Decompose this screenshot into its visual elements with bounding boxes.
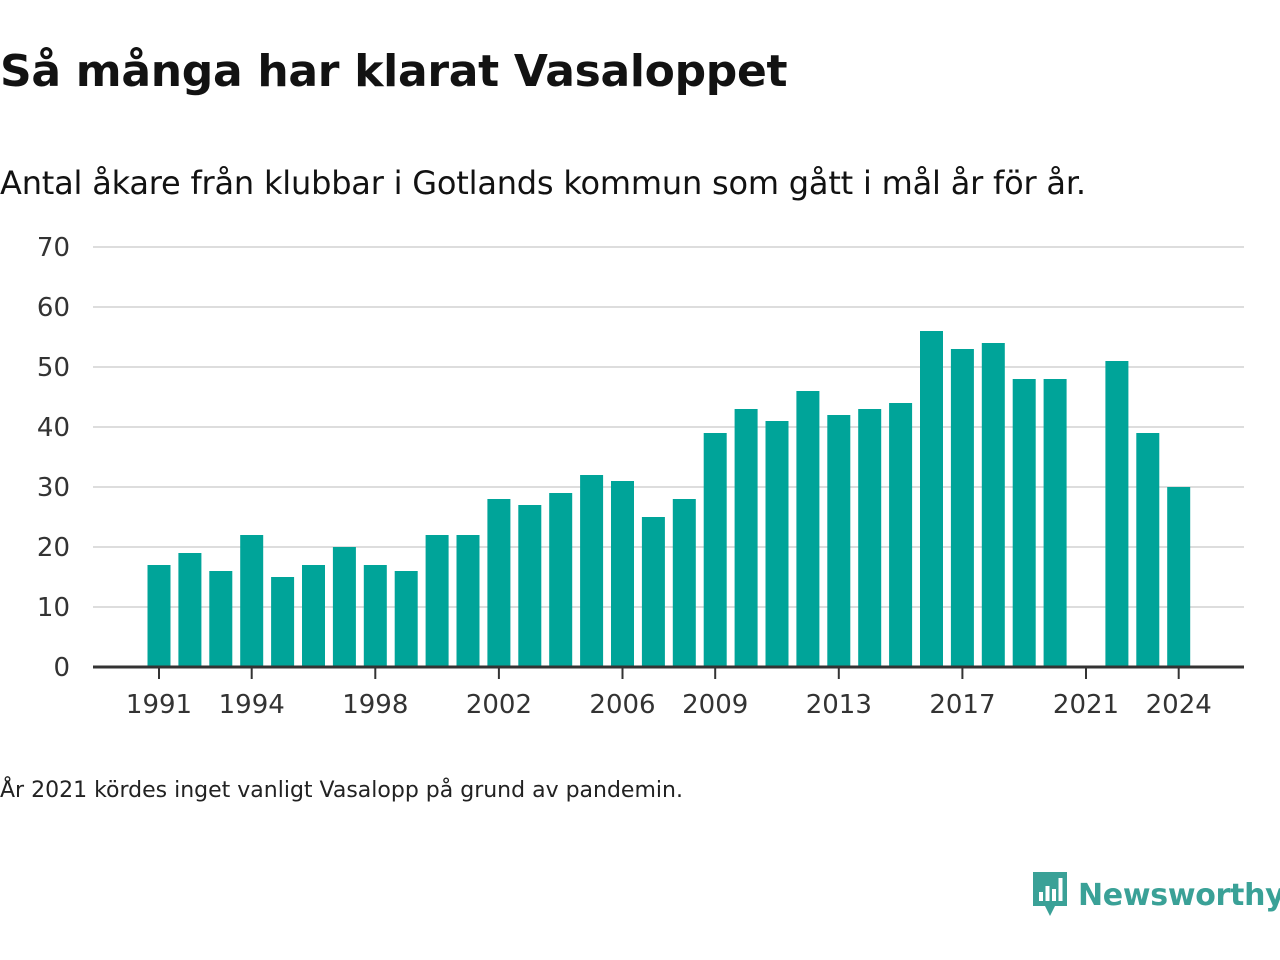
bar-2003 [518,505,542,667]
y-tick-label: 60 [37,293,70,323]
y-tick-label: 30 [37,473,70,503]
y-tick-label: 70 [37,233,70,263]
y-axis-ticks: 0 10 20 30 40 50 60 70 [37,233,70,683]
bar-1997 [332,547,356,667]
bar-2016 [920,331,943,667]
bar-1991 [147,565,171,667]
bar-1996 [302,565,325,667]
bar-2018 [981,343,1005,667]
y-tick-label: 20 [37,533,70,563]
bar-2008 [672,499,696,667]
bar-2015 [889,403,913,667]
bar-2013 [827,415,851,667]
y-tick-label: 0 [53,653,70,683]
newsworthy-logo-icon [1033,872,1067,916]
bars [147,331,1191,667]
bar-2020 [1043,379,1067,667]
bar-1998 [363,565,387,667]
bar-1999 [394,571,418,667]
x-tick-label: 1991 [126,690,192,720]
bar-2006 [611,481,634,667]
x-tick-label: 1994 [219,690,285,720]
bar-2022 [1105,361,1129,667]
footnote: År 2021 kördes inget vanligt Vasalopp på… [0,778,683,803]
chart-title: Så många har klarat Vasaloppet [0,46,788,97]
bar-2002 [487,499,511,667]
bar-1995 [271,577,295,667]
bar-2023 [1136,433,1160,667]
bar-2001 [456,535,480,667]
brand-name: Newsworthy [1078,877,1280,913]
bar-1994 [240,535,264,667]
bar-chart: 0 10 20 30 40 50 60 70 1991 1994 1998 2002 2006 2009… [37,233,1244,720]
bar-2010 [734,409,758,667]
bar-2014 [858,409,882,667]
x-tick-label: 2002 [466,690,532,720]
x-tick-label: 2013 [806,690,872,720]
y-tick-label: 40 [37,413,70,443]
bar-2000 [425,535,449,667]
grid-lines [93,246,1244,608]
bar-2019 [1012,379,1036,667]
y-tick-label: 10 [37,593,70,623]
brand: Newsworthy [1030,870,1280,920]
bar-2012 [796,391,820,667]
bar-2004 [549,493,573,667]
x-tick-label: 2017 [929,690,995,720]
x-axis-ticks: 1991 1994 1998 2002 2006 2009 2013 2017 2021 2024 [126,667,1212,720]
bar-2017 [950,349,974,667]
x-tick-label: 2021 [1053,690,1119,720]
bar-2007 [641,517,665,667]
y-tick-label: 50 [37,353,70,383]
x-tick-label: 2009 [682,690,748,720]
x-tick-label: 1998 [342,690,408,720]
bar-2024 [1167,487,1191,667]
bar-2005 [580,475,604,667]
bar-2011 [765,421,789,667]
bar-1993 [209,571,233,667]
bar-2009 [703,433,727,667]
bar-1992 [178,553,202,667]
x-tick-label: 2024 [1146,690,1212,720]
x-tick-label: 2006 [589,690,655,720]
chart-subtitle: Antal åkare från klubbar i Gotlands komm… [0,164,1086,202]
